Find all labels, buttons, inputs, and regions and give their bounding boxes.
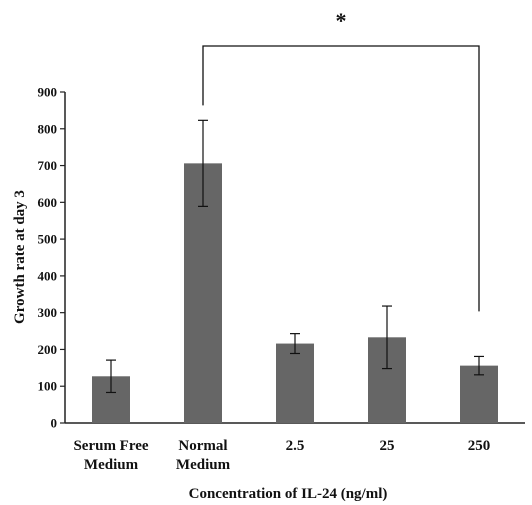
category-label: Normal Medium (176, 438, 231, 473)
bars (92, 163, 498, 424)
category-label: 2.5 (286, 438, 305, 454)
significance-line (202, 45, 480, 312)
category-labels: Serum Free Medium Normal Medium 2.5 25 250 (73, 438, 490, 473)
significance-star: * (336, 8, 347, 33)
x-axis-label: Concentration of IL-24 (ng/ml) (189, 486, 388, 502)
bar (276, 343, 314, 423)
y-tick-label: 300 (38, 305, 58, 320)
y-tick-label: 600 (38, 195, 58, 210)
y-ticks: 0 100 200 300 400 500 600 700 800 900 (38, 85, 65, 431)
category-label: 250 (468, 438, 491, 454)
y-axis-label: Growth rate at day 3 (12, 190, 28, 324)
category-label: Serum Free Medium (73, 438, 148, 473)
y-tick-label: 900 (38, 85, 58, 100)
category-label: 25 (380, 438, 395, 454)
error-bars (106, 119, 484, 394)
y-tick-label: 400 (38, 268, 58, 283)
y-tick-label: 200 (38, 342, 58, 357)
y-tick-label: 500 (38, 232, 58, 247)
y-tick-label: 100 (38, 379, 58, 394)
y-tick-label: 800 (38, 121, 58, 136)
y-tick-label: 700 (38, 158, 58, 173)
y-tick-label: 0 (51, 416, 58, 431)
significance-bracket: * (202, 8, 480, 312)
